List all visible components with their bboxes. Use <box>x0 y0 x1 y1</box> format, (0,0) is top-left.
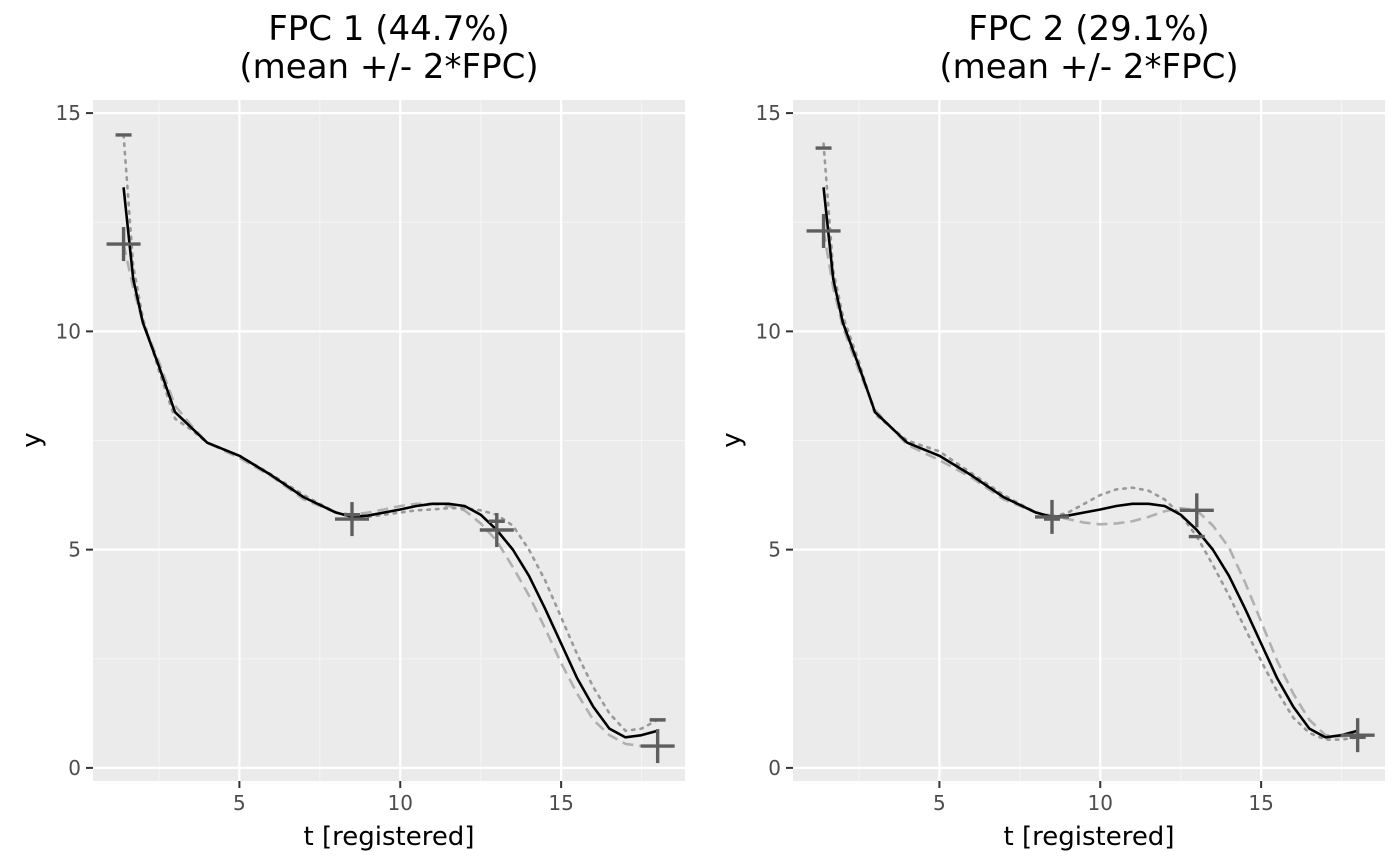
fpc2-y-tick-label: 10 <box>756 319 781 343</box>
fpc1-series <box>106 133 675 764</box>
fpc1-x-tick-label: 10 <box>388 791 413 815</box>
fpc2-y-tick-label: 0 <box>768 756 781 780</box>
fpc1-x-tick-label: 15 <box>548 791 573 815</box>
fpc2-ticks: 5 10 15 0 5 10 15 <box>756 101 1274 815</box>
fpc2-plus-marker <box>1179 493 1214 528</box>
fpc2-mean-line <box>822 187 1358 739</box>
fpc2-x-tick-label: 10 <box>1088 791 1113 815</box>
fpc2-plus-marker <box>1340 718 1375 753</box>
fpc2-y-tick-label: 15 <box>756 101 781 125</box>
fpc1-plus-marker <box>106 227 141 262</box>
fpc2-y-tick-label: 5 <box>768 538 781 562</box>
fpc2-x-axis-label: t [registered] <box>1004 822 1175 852</box>
fpc1-ticks: 5 10 15 0 5 10 15 <box>56 101 574 815</box>
fpc1-y-tick-label: 10 <box>56 319 81 343</box>
fpc1-panel: FPC 1 (44.7%) (mean +/- 2*FPC) 5 10 15 0 5 10… <box>17 9 685 852</box>
fpc1-plus-marker <box>335 502 369 537</box>
fpc1-plus-fpc-line <box>122 133 659 733</box>
fpc2-y-axis-label: y <box>717 432 747 447</box>
fpc2-series <box>806 142 1375 753</box>
fpc1-y-axis-label: y <box>17 432 47 447</box>
fpc1-x-axis-label: t [registered] <box>304 822 475 852</box>
fpc1-gridlines <box>93 100 685 781</box>
fpc1-title-line1: FPC 1 (44.7%) <box>268 9 510 49</box>
fpc2-plus-marker <box>806 213 841 248</box>
fpc1-plus-marker <box>640 729 675 764</box>
fpc2-title-line2: (mean +/- 2*FPC) <box>939 47 1238 87</box>
fpc2-x-tick-label: 5 <box>933 791 946 815</box>
fpc2-gridlines <box>793 100 1385 781</box>
fpc1-y-tick-label: 5 <box>68 538 81 562</box>
fpc2-x-tick-label: 15 <box>1248 791 1273 815</box>
fpc2-panel: FPC 2 (29.1%) (mean +/- 2*FPC) 5 10 15 0 5 10… <box>717 9 1385 852</box>
fpc1-plus-marker <box>479 512 514 547</box>
fpc1-title-line2: (mean +/- 2*FPC) <box>239 47 538 87</box>
fpc1-x-tick-label: 5 <box>233 791 246 815</box>
fpc1-y-tick-label: 15 <box>56 101 81 125</box>
fpc1-y-tick-label: 0 <box>68 756 81 780</box>
fpc2-plus-marker <box>1035 499 1069 534</box>
fpc2-title-line1: FPC 2 (29.1%) <box>968 9 1210 49</box>
fpc1-minus-fpc-line <box>122 243 658 748</box>
fpc1-mean-line <box>122 187 658 739</box>
